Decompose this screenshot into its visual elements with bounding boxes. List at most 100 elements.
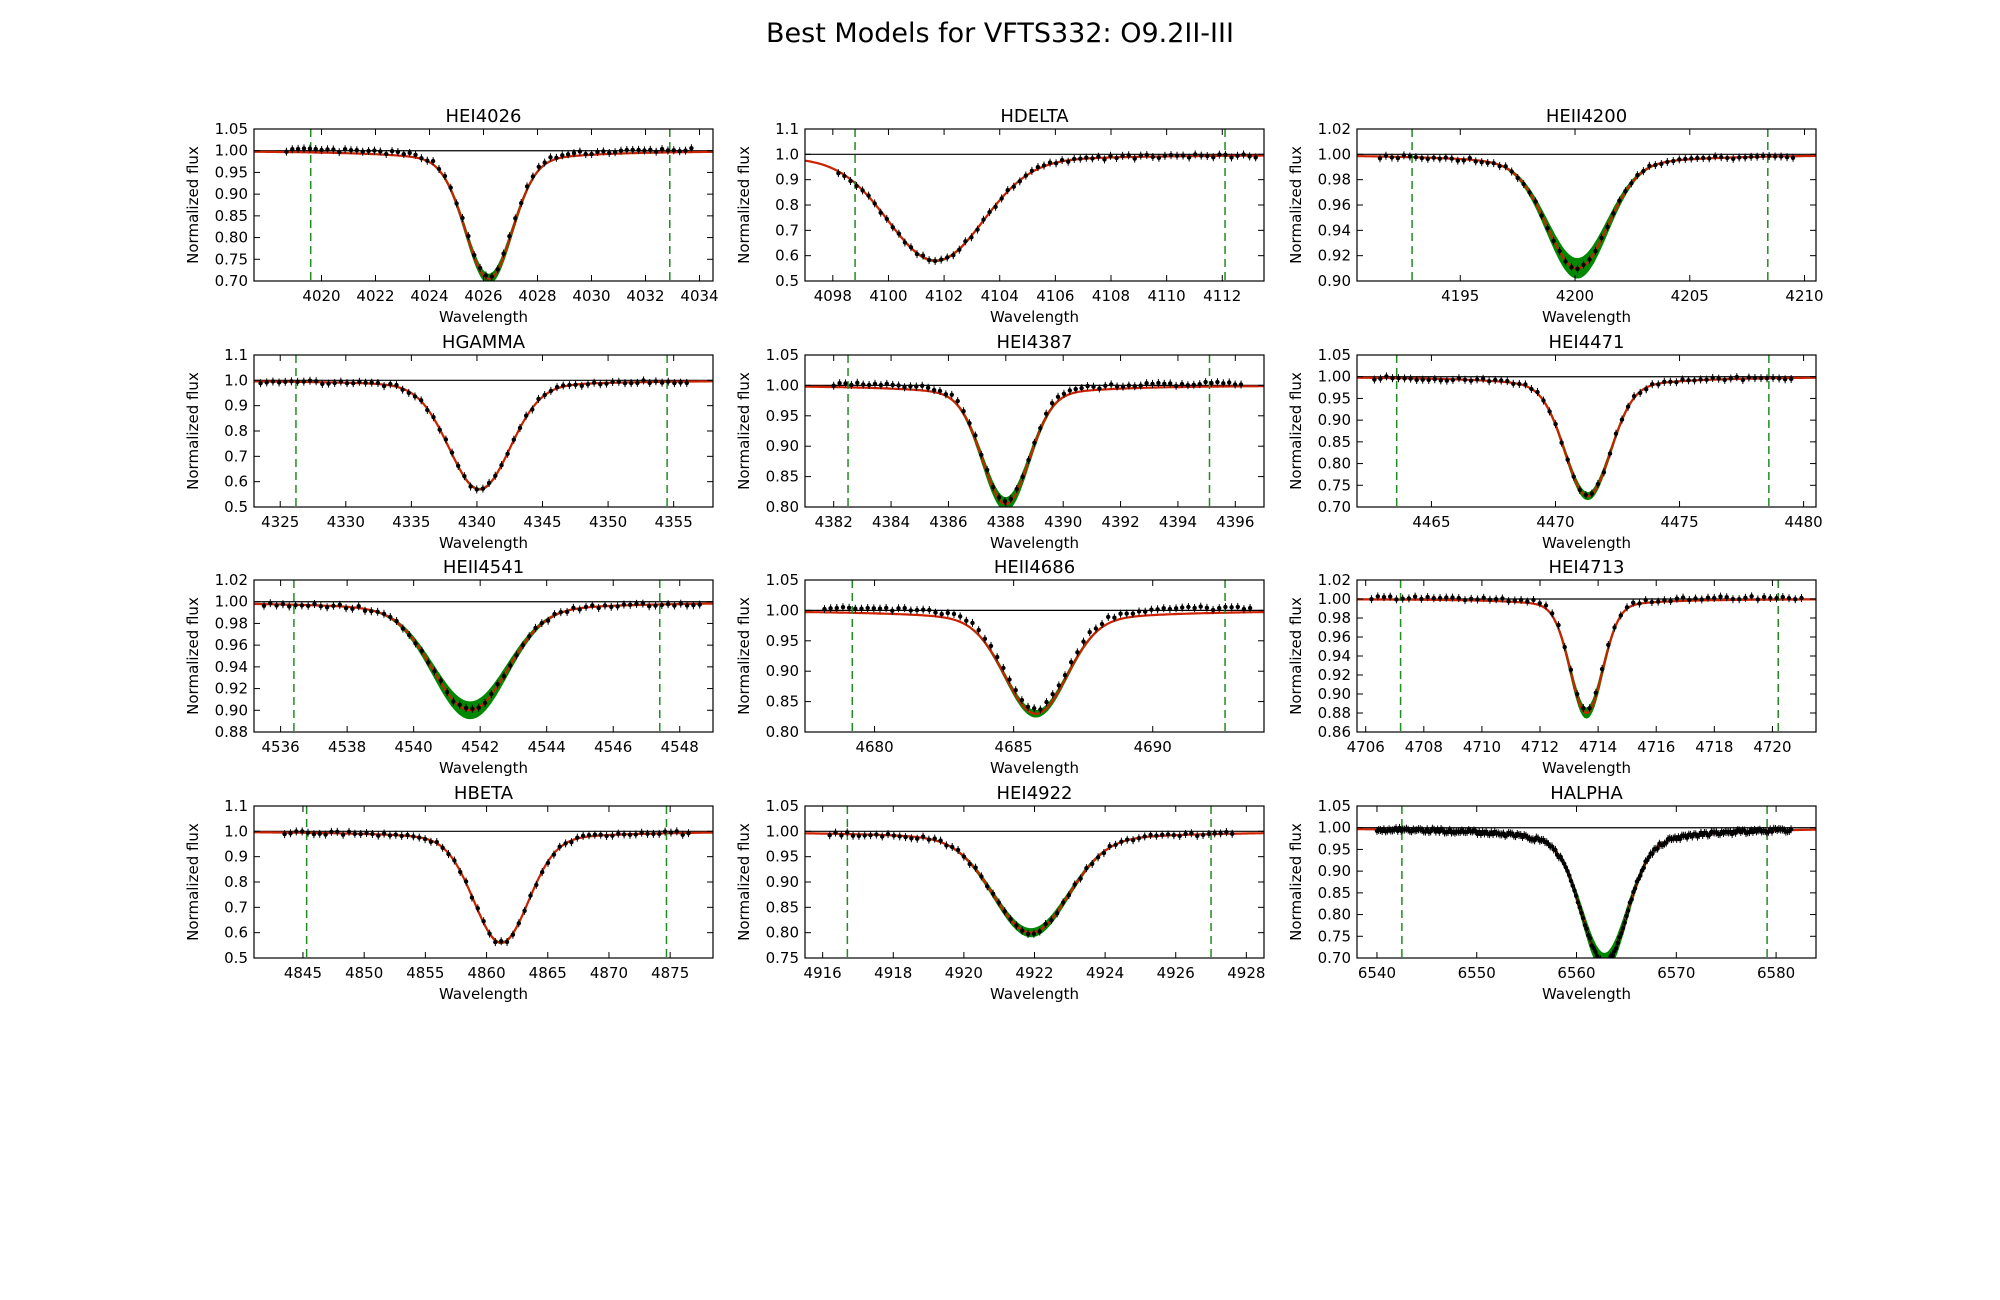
data-point (388, 614, 393, 620)
data-point (539, 620, 544, 626)
data-point (1093, 626, 1099, 631)
data-point (849, 382, 854, 388)
data-point (540, 870, 545, 875)
data-point (636, 147, 641, 153)
observed-data (1377, 151, 1796, 273)
data-point (609, 604, 614, 610)
y-tick-label: 1.00 (766, 376, 799, 394)
data-point (641, 378, 646, 383)
best-fit-model (254, 380, 713, 491)
data-point (1001, 665, 1006, 671)
y-tick-label: 0.7 (224, 447, 248, 465)
panel-halpha: 6540 6550 6560 6570 6580 0.70 0.75 0.80 0.85 0.90… (1287, 783, 1817, 1003)
x-tick-label: 4098 (814, 287, 852, 305)
data-point (1136, 609, 1142, 614)
data-point (332, 380, 337, 386)
data-point (1056, 683, 1062, 688)
panel-title: HEI4471 (1548, 332, 1624, 353)
data-point (1180, 605, 1185, 610)
data-point (400, 387, 405, 392)
data-point (678, 380, 683, 385)
plot-area (805, 580, 1264, 732)
data-point (329, 829, 334, 834)
data-point (1079, 385, 1084, 391)
panel-title: HALPHA (1550, 783, 1623, 804)
y-tick-label: 0.94 (215, 658, 248, 676)
x-tick-label: 4195 (1441, 287, 1479, 305)
data-point (331, 147, 336, 152)
data-point (1209, 380, 1214, 386)
data-point (925, 385, 931, 390)
panel-title: HEII4686 (994, 557, 1075, 578)
data-point (1432, 377, 1438, 382)
y-tick-label: 0.70 (1318, 949, 1351, 967)
data-point (1674, 596, 1680, 601)
y-axis-label: Normalized flux (735, 146, 753, 264)
data-point (440, 845, 445, 850)
data-point (1662, 379, 1667, 384)
data-point (859, 606, 864, 611)
data-point (1212, 831, 1217, 836)
data-point (1625, 404, 1631, 409)
data-point (624, 147, 629, 153)
data-point (1523, 382, 1528, 387)
data-point (476, 705, 481, 710)
data-point (442, 173, 448, 179)
data-point (1752, 375, 1758, 381)
data-point (487, 931, 492, 936)
data-point (955, 398, 960, 404)
data-point (1499, 378, 1504, 383)
data-point (1401, 153, 1407, 158)
data-point (323, 832, 328, 837)
data-point (1559, 440, 1564, 445)
data-point (1235, 153, 1240, 158)
y-tick-label: 0.6 (224, 924, 248, 942)
data-point (1150, 381, 1155, 387)
data-point (1426, 377, 1431, 383)
data-point (295, 379, 300, 384)
data-point (1191, 382, 1197, 387)
data-point (927, 607, 932, 613)
data-point (1165, 832, 1171, 837)
model-envelope (1357, 828, 1816, 958)
data-point (1107, 843, 1112, 849)
data-point (456, 463, 461, 468)
data-point (264, 380, 269, 385)
data-point (610, 833, 615, 838)
data-point (261, 603, 267, 608)
data-point (1444, 378, 1450, 383)
data-point (352, 831, 357, 836)
data-point (571, 151, 577, 156)
data-point (356, 604, 361, 609)
data-point (964, 618, 969, 623)
data-point (448, 185, 453, 190)
best-fit-model (1357, 154, 1816, 270)
data-point (1580, 916, 1586, 921)
y-tick-label: 0.96 (1318, 196, 1351, 214)
data-point (1786, 596, 1792, 601)
data-point (680, 832, 685, 837)
data-point (1572, 888, 1577, 893)
data-point (1156, 155, 1162, 160)
data-point (1023, 173, 1029, 178)
data-point (324, 605, 330, 610)
data-point (354, 148, 359, 153)
y-tick-label: 1.00 (1318, 368, 1351, 386)
data-point (513, 216, 518, 221)
data-point (362, 608, 368, 613)
data-point (884, 381, 889, 386)
data-point (530, 174, 536, 179)
data-point (932, 836, 937, 841)
data-point (1388, 594, 1393, 599)
x-axis-label: Wavelength (1542, 534, 1631, 552)
data-point (1455, 158, 1461, 163)
data-point (1655, 846, 1660, 851)
model-envelope (805, 611, 1264, 718)
data-point (483, 273, 489, 278)
data-point (1619, 417, 1625, 422)
data-point (896, 231, 902, 236)
data-point (1210, 607, 1216, 613)
data-point (438, 678, 443, 683)
data-point (866, 193, 871, 198)
